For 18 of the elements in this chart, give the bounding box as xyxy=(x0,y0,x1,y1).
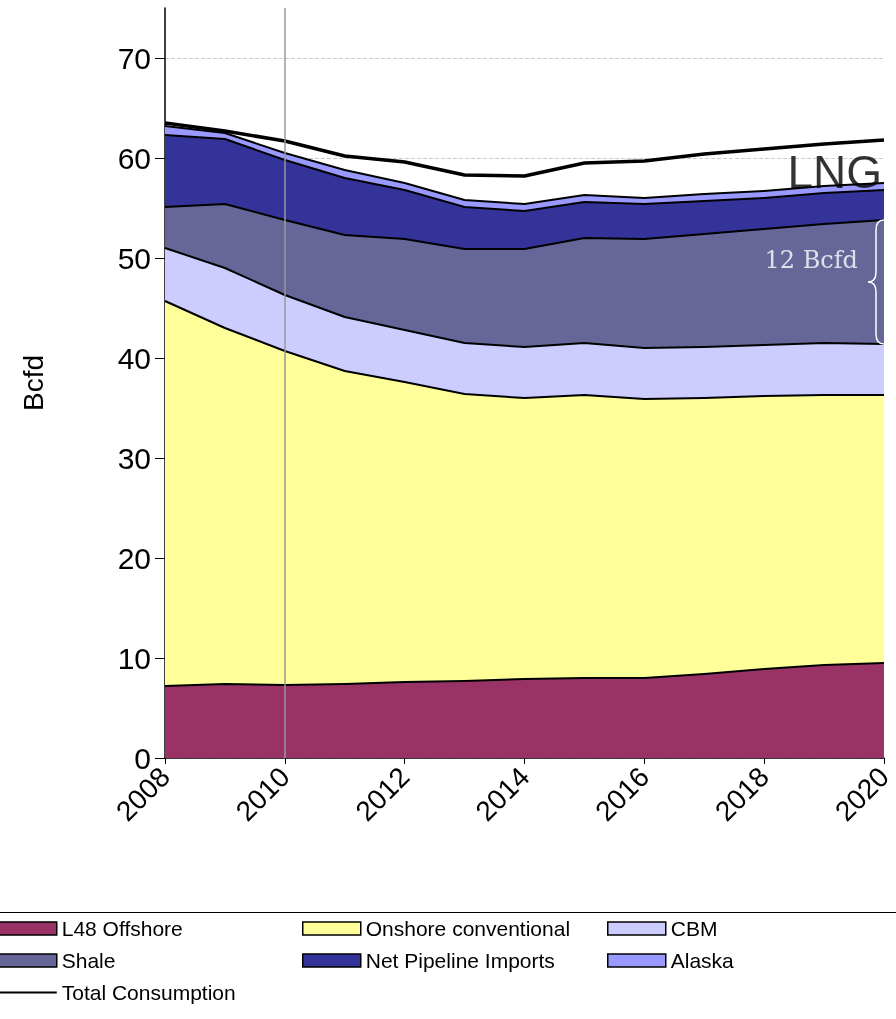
legend-label: Alaska xyxy=(670,949,735,972)
y-tick-label: 70 xyxy=(117,41,151,75)
legend-label: Net Pipeline Imports xyxy=(365,949,555,972)
y-tick-label: 40 xyxy=(117,341,151,375)
legend-label: L48 Offshore xyxy=(61,917,183,940)
y-tick-label: 30 xyxy=(117,441,151,475)
annotation: LNG xyxy=(787,146,882,198)
legend-label: Total Consumption xyxy=(61,981,236,1004)
y-tick-label: 10 xyxy=(117,641,151,675)
y-axis-title: Bcfd xyxy=(17,354,49,412)
y-tick-label: 60 xyxy=(117,141,151,175)
y-tick-label: 50 xyxy=(117,241,151,275)
legend-label: CBM xyxy=(670,917,718,940)
y-tick-label: 0 xyxy=(134,741,151,775)
annotation: 12 Bcfd xyxy=(764,246,858,274)
legend-label: Shale xyxy=(61,949,116,972)
y-tick-label: 20 xyxy=(117,541,151,575)
legend-label: Onshore conventional xyxy=(365,917,571,940)
